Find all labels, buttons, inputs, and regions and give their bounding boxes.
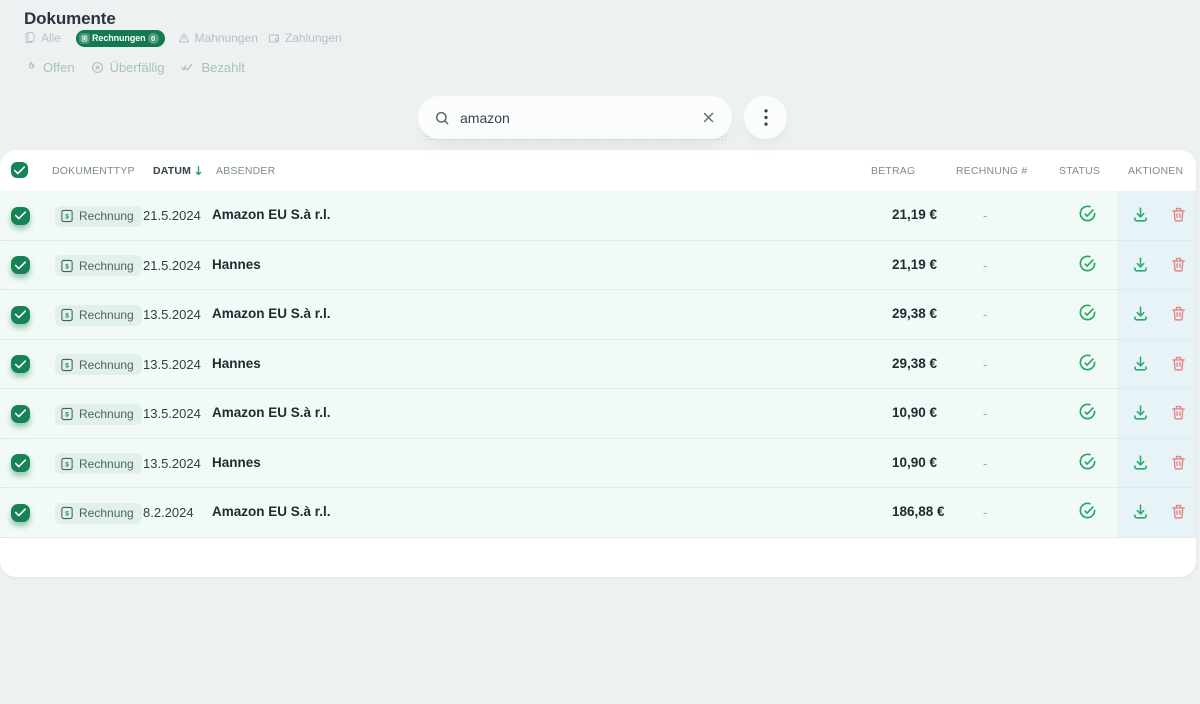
svg-text:$: $ [65, 312, 69, 319]
svg-text:$: $ [65, 461, 69, 468]
svg-text:$: $ [65, 411, 69, 418]
svg-text:$: $ [65, 510, 69, 517]
svg-text:$: $ [65, 362, 69, 369]
svg-text:$: $ [65, 213, 69, 220]
svg-text:$: $ [65, 263, 69, 270]
